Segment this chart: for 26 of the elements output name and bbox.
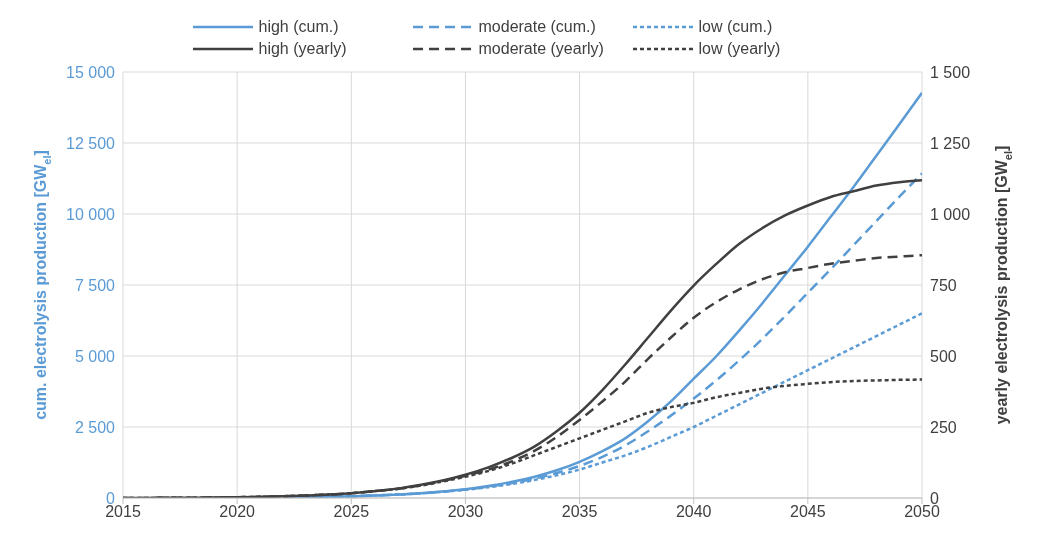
y-tick-label: 7 500 (74, 276, 116, 294)
y2-tick-label: 1 000 (930, 205, 971, 223)
y2-tick-label: 1 250 (930, 134, 971, 152)
y2-tick-label: 500 (930, 347, 957, 365)
y-tick-label: 2 500 (74, 418, 116, 436)
x-tick-label: 2045 (790, 503, 826, 521)
y-tick-label: 15 000 (66, 63, 116, 81)
legend-label: moderate (cum.) (478, 18, 596, 36)
y2-tick-label: 750 (930, 276, 957, 294)
y-tick-label: 10 000 (66, 205, 116, 223)
y-tick-label: 5 000 (74, 347, 116, 365)
y2-tick-label: 1 500 (930, 63, 971, 81)
legend-label: moderate (yearly) (478, 40, 604, 58)
x-tick-label: 2015 (105, 503, 141, 521)
legend-label: high (cum.) (258, 18, 339, 36)
x-tick-label: 2040 (675, 503, 712, 521)
legend-label: high (yearly) (258, 40, 347, 58)
legend-label: low (yearly) (698, 40, 781, 58)
x-tick-label: 2020 (219, 503, 256, 521)
y2-tick-label: 250 (930, 418, 957, 436)
x-tick-label: 2035 (561, 503, 598, 521)
legend-label: low (cum.) (698, 18, 773, 36)
y-tick-label: 12 500 (66, 134, 116, 152)
x-tick-label: 2050 (904, 503, 940, 521)
x-tick-label: 2030 (447, 503, 484, 521)
x-tick-label: 2025 (333, 503, 370, 521)
